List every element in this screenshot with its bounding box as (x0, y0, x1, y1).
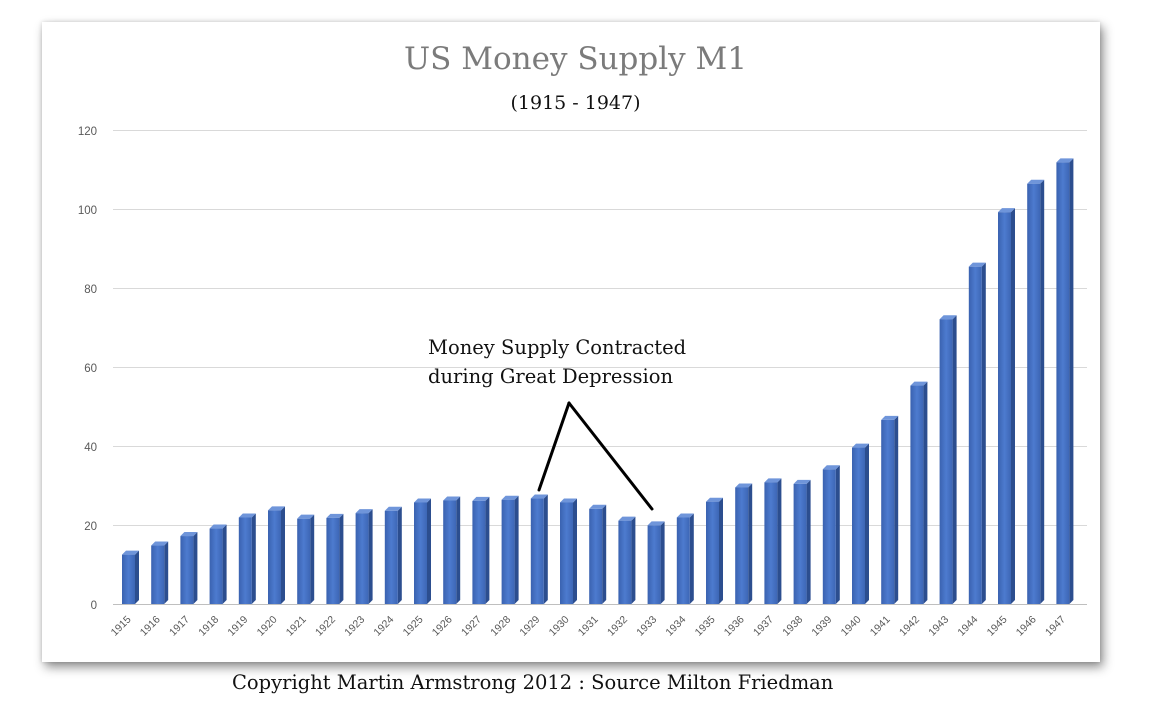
bar-1916 (151, 541, 169, 604)
x-tick-label: 1921 (284, 614, 309, 639)
bar-1945 (998, 208, 1015, 604)
bar-1938 (793, 479, 811, 604)
x-tick-label: 1927 (459, 614, 484, 639)
bar-1939 (822, 465, 840, 604)
bar-1915 (122, 550, 139, 604)
callout-arrow (537, 401, 654, 511)
bar-1935 (706, 497, 723, 604)
x-tick-label: 1930 (547, 614, 572, 639)
bar-1940 (852, 443, 869, 604)
x-tick-label: 1925 (401, 614, 426, 639)
bar-1936 (735, 483, 753, 604)
y-tick-label: 100 (78, 205, 97, 217)
bar-1934 (676, 513, 694, 604)
callout-line (537, 401, 571, 492)
x-tick-label: 1946 (1014, 614, 1039, 639)
chart-title: US Money Supply M1 (404, 41, 747, 77)
bar-1943 (939, 315, 957, 604)
bar-1947 (1056, 158, 1074, 604)
callout-line-2: during Great Depression (428, 365, 674, 388)
y-tick-label: 80 (84, 284, 97, 296)
bar-1933 (647, 521, 665, 604)
x-tick-label: 1926 (430, 614, 455, 639)
bar-1937 (764, 478, 782, 604)
bar-1941 (881, 415, 899, 604)
bar-1921 (297, 514, 315, 604)
y-tick-label: 0 (91, 600, 97, 612)
x-tick-label: 1935 (693, 614, 718, 639)
x-tick-label: 1932 (605, 614, 630, 639)
bar-1920 (268, 506, 285, 604)
bar-1932 (618, 516, 636, 604)
bar-1930 (560, 498, 577, 604)
copyright-footer: Copyright Martin Armstrong 2012 : Source… (232, 671, 834, 694)
x-tick-label: 1937 (751, 614, 776, 639)
x-tick-label: 1919 (225, 614, 250, 639)
x-tick-label: 1920 (255, 614, 280, 639)
x-tick-label: 1939 (809, 614, 834, 639)
x-tick-label: 1933 (634, 614, 659, 639)
x-tick-label: 1947 (1043, 614, 1068, 639)
bar-1931 (589, 504, 607, 604)
x-tick-label: 1924 (371, 614, 396, 639)
chart-subtitle: (1915 - 1947) (510, 92, 641, 114)
bar-1927 (472, 496, 490, 604)
x-tick-label: 1943 (926, 614, 951, 639)
y-tick-label: 60 (84, 363, 97, 375)
bar-1926 (443, 496, 461, 604)
x-tick-label: 1940 (839, 614, 864, 639)
y-tick-label: 20 (84, 521, 97, 533)
x-tick-label: 1936 (722, 614, 747, 639)
x-tick-label: 1931 (576, 614, 601, 639)
x-tick-label: 1934 (663, 614, 688, 639)
x-tick-label: 1928 (488, 614, 513, 639)
x-tick-label: 1916 (138, 614, 163, 639)
x-tick-label: 1929 (517, 614, 542, 639)
bar-1923 (355, 509, 373, 604)
x-tick-label: 1944 (955, 614, 980, 639)
x-tick-label: 1922 (313, 614, 338, 639)
callout-line (567, 401, 654, 511)
x-tick-label: 1945 (985, 614, 1010, 639)
bar-1942 (910, 381, 928, 604)
callout-text: Money Supply Contracted during Great Dep… (428, 333, 686, 391)
bar-1922 (326, 513, 344, 604)
x-tick-label: 1941 (868, 614, 893, 639)
x-tick-label: 1923 (342, 614, 367, 639)
x-tick-label: 1942 (897, 614, 922, 639)
bar-1925 (414, 498, 431, 604)
y-tick-label: 120 (78, 126, 97, 138)
bar-1928 (501, 495, 519, 604)
bar-1924 (384, 506, 402, 604)
callout-line-1: Money Supply Contracted (428, 336, 687, 359)
x-tick-label: 1915 (109, 614, 134, 639)
bar-1944 (968, 262, 986, 604)
x-tick-label: 1918 (196, 614, 221, 639)
bar-1917 (180, 532, 198, 604)
bar-1929 (530, 494, 548, 604)
bar-1946 (1027, 179, 1045, 604)
bar-1918 (209, 524, 227, 604)
bar-1919 (238, 513, 256, 604)
x-tick-label: 1938 (780, 614, 805, 639)
x-tick-label: 1917 (167, 614, 192, 639)
y-tick-label: 40 (84, 442, 97, 454)
